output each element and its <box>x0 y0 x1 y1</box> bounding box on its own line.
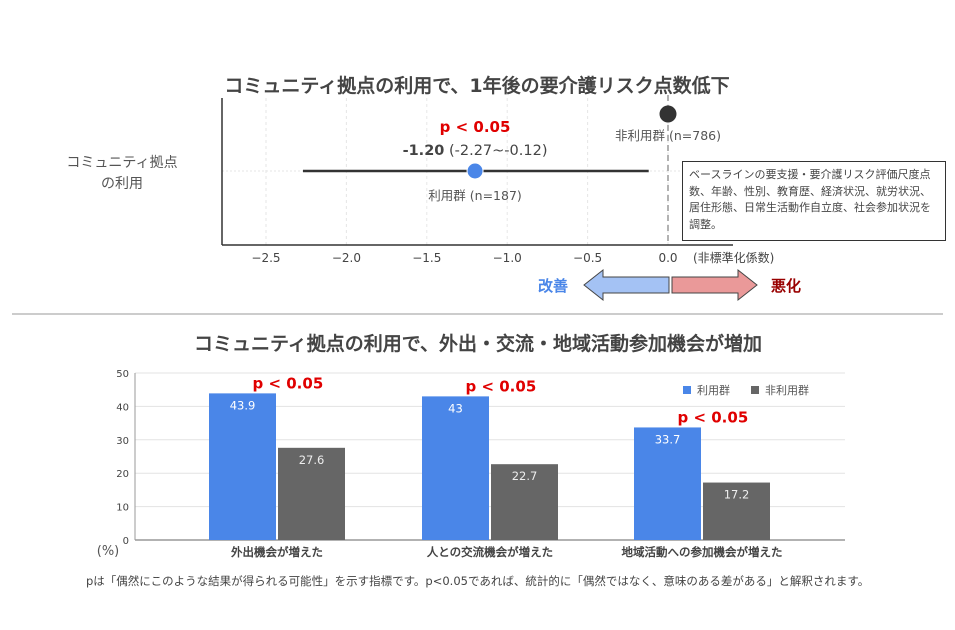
bar-user <box>209 393 276 540</box>
bar-user <box>634 427 701 540</box>
bar-value-label: 33.7 <box>655 432 681 446</box>
footnote: pは「偶然にこのような結果が得られる可能性」を示す指標です。p<0.05であれば… <box>86 574 870 588</box>
bar-non-user <box>491 464 558 540</box>
y-tick-label: 20 <box>116 469 129 480</box>
x-tick-label: −2.5 <box>251 251 280 265</box>
bar-value-label: 27.6 <box>299 453 325 467</box>
y-tick-label: 40 <box>116 402 129 413</box>
non-user-group-label: 非利用群 (n=786) <box>615 128 721 143</box>
bar-non-user <box>278 447 345 540</box>
y-tick-label: 30 <box>116 436 129 447</box>
legend-label-non-user: 非利用群 <box>765 383 809 397</box>
x-tick-label: −1.0 <box>493 251 522 265</box>
improve-arrow-icon <box>583 268 670 302</box>
bar-value-label: 17.2 <box>724 488 750 502</box>
x-tick-label: −1.5 <box>412 251 441 265</box>
improve-label: 改善 <box>538 277 568 295</box>
bar-non-user <box>703 482 770 540</box>
x-tick-label: −0.5 <box>573 251 602 265</box>
y-axis-unit: (%) <box>97 544 120 559</box>
y-tick-label: 10 <box>116 503 129 514</box>
estimate-value: -1.20 <box>403 143 445 159</box>
legend-swatch-user <box>683 386 691 394</box>
y-tick-label: 0 <box>123 536 129 547</box>
legend-swatch-non-user <box>751 386 759 394</box>
confidence-interval-text: (-2.27~-0.12) <box>444 143 547 159</box>
category-label: 地域活動への参加機会が増えた <box>622 545 783 559</box>
p-value-label: p < 0.05 <box>440 118 511 136</box>
y-tick-label: 50 <box>116 369 129 380</box>
bar-title: コミュニティ拠点の利用で、外出・交流・地域活動参加機会が増加 <box>194 332 762 355</box>
non-user-group-point <box>659 105 677 123</box>
x-tick-label: −2.0 <box>332 251 361 265</box>
bar-user <box>422 396 489 540</box>
y-label-line1: コミュニティ拠点 <box>66 155 177 171</box>
y-label-line2: の利用 <box>101 176 143 192</box>
bar-value-label: 22.7 <box>512 469 538 483</box>
user-group-point <box>466 162 484 180</box>
category-label: 人との交流機会が増えた <box>427 545 553 559</box>
bar-value-label: 43 <box>448 401 463 415</box>
category-label: 外出機会が増えた <box>230 545 323 559</box>
x-tick-label: 0.0 <box>658 251 677 265</box>
worsen-arrow-icon <box>671 268 758 302</box>
forest-title: コミュニティ拠点の利用で、1年後の要介護リスク点数低下 <box>224 74 729 97</box>
p-value-label: p < 0.05 <box>253 374 324 392</box>
adjustment-note: ベースラインの要支援・要介護リスク評価尺度点数、年齢、性別、教育歴、経済状況、就… <box>682 161 946 241</box>
p-value-label: p < 0.05 <box>678 408 749 426</box>
legend-label-user: 利用群 <box>697 383 730 397</box>
p-value-label: p < 0.05 <box>466 377 537 395</box>
bar-value-label: 43.9 <box>230 398 256 412</box>
x-axis-label: (非標準化係数) <box>693 250 774 265</box>
user-group-label: 利用群 (n=187) <box>428 188 521 203</box>
worsen-label: 悪化 <box>771 277 801 295</box>
estimate-label: -1.20 (-2.27~-0.12) <box>403 143 548 159</box>
